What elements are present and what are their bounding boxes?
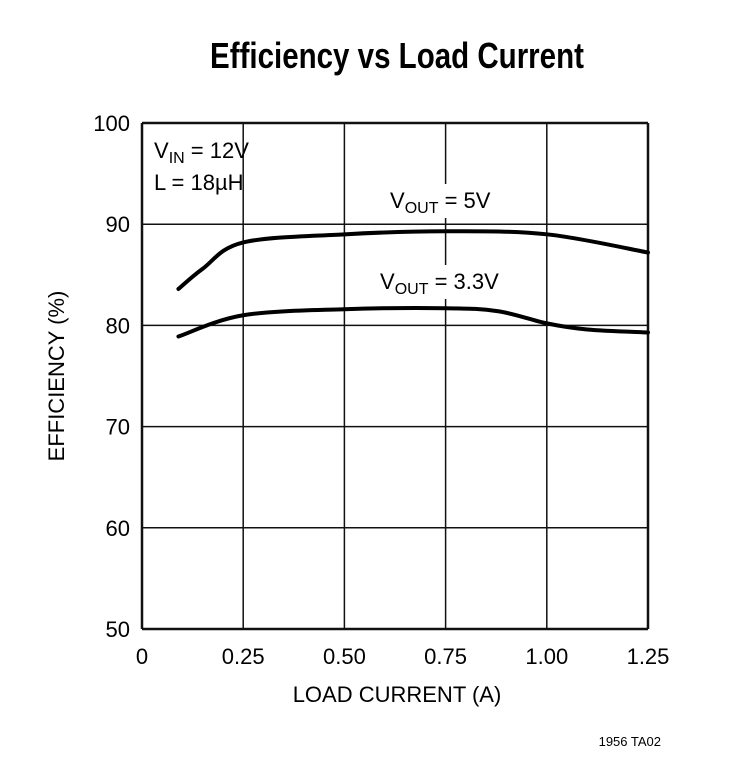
y-tick-label: 100 [93,111,130,136]
inductor-condition: L = 18µH [154,170,244,195]
x-tick-label: 0.50 [323,644,366,669]
y-tick-label: 90 [106,212,130,237]
series-label-bg [386,184,498,218]
y-tick-label: 80 [106,313,130,338]
y-tick-label: 50 [106,617,130,642]
series-label-0: VOUT = 5V [390,188,491,217]
tick-labels: 0 0.25 0.50 0.75 1.00 1.25 50 60 70 80 90 100 [93,111,669,669]
y-tick-label: 60 [106,516,130,541]
series-label-1: VOUT = 3.3V [380,269,499,298]
x-tick-label: 1.25 [627,644,670,669]
x-axis-label: LOAD CURRENT (A) [293,682,502,707]
series-lines: VOUT = 5V VOUT = 3.3V [176,184,650,339]
x-tick-label: 1.00 [525,644,568,669]
vin-condition: VIN = 12V [154,138,249,167]
series-line-0 [176,229,650,291]
footnote: 1956 TA02 [599,734,661,749]
y-tick-label: 70 [106,415,130,440]
series-line-1 [176,306,650,339]
x-tick-label: 0.25 [222,644,265,669]
y-axis-label: EFFICIENCY (%) [44,291,69,462]
x-tick-label: 0 [136,644,148,669]
chart-title: Efficiency vs Load Current [210,35,584,75]
series-label-bg [376,265,506,299]
x-tick-label: 0.75 [424,644,467,669]
